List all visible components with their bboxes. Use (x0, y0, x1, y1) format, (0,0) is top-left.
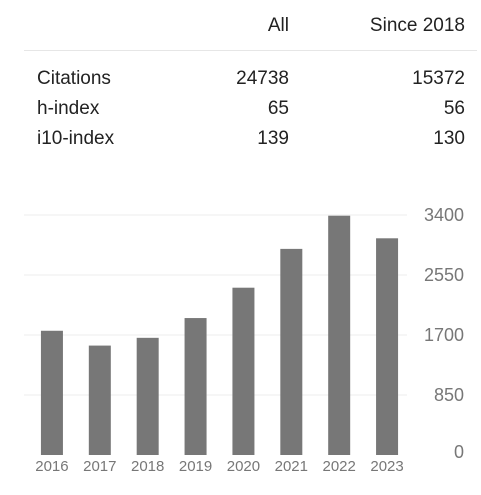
bar-2023[interactable] (376, 238, 399, 455)
y-tick-label: 2550 (424, 265, 464, 285)
x-tick-label: 2023 (370, 458, 403, 475)
bar-2021[interactable] (280, 248, 303, 455)
x-tick-label: 2017 (83, 458, 116, 475)
x-tick-label: 2019 (179, 458, 212, 475)
y-tick-label: 1700 (424, 325, 464, 345)
stat-since-i10-index: 130 (433, 128, 465, 149)
stat-all-i10-index: 139 (257, 128, 289, 149)
stat-label-h-index[interactable]: h-index (37, 98, 100, 119)
citations-per-year-chart: 2016 2017 2018 2019 2020 2021 2022 2023 3400 255… (0, 190, 481, 495)
stat-since-h-index: 56 (443, 98, 465, 119)
x-tick-label: 2018 (131, 458, 164, 475)
chart-x-labels: 2016 2017 2018 2019 2020 2021 2022 2023 (35, 458, 404, 475)
x-tick-label: 2022 (323, 458, 356, 475)
bar-2018[interactable] (136, 337, 159, 455)
stat-all-citations: 24738 (236, 68, 289, 89)
x-tick-label: 2020 (227, 458, 260, 475)
chart-bars (40, 215, 399, 455)
stat-all-h-index: 65 (267, 98, 289, 119)
bar-2020[interactable] (232, 287, 255, 455)
column-header-all: All (267, 15, 289, 36)
stat-label-citations[interactable]: Citations (37, 68, 111, 89)
stat-label-i10-index[interactable]: i10-index (37, 128, 115, 149)
stat-row-h-index: h-index 65 56 (24, 97, 477, 127)
bar-2017[interactable] (88, 345, 111, 455)
stats-header: All Since 2018 (24, 0, 477, 51)
y-tick-label: 850 (434, 385, 464, 405)
x-tick-label: 2021 (275, 458, 308, 475)
stat-since-citations: 15372 (412, 68, 465, 89)
chart-y-ticks: 3400 2550 1700 850 0 (424, 205, 464, 462)
citation-stats-table: All Since 2018 Citations 24738 15372 h-i… (24, 0, 477, 157)
y-tick-label: 0 (454, 442, 464, 462)
y-tick-label: 3400 (424, 205, 464, 225)
bar-2016[interactable] (40, 330, 63, 455)
stat-row-citations: Citations 24738 15372 (24, 67, 477, 97)
bar-2022[interactable] (328, 215, 351, 455)
column-header-since: Since 2018 (369, 15, 465, 36)
bar-2019[interactable] (184, 318, 207, 455)
citations-bar-chart-svg: 2016 2017 2018 2019 2020 2021 2022 2023 3400 255… (24, 205, 464, 475)
stat-row-i10-index: i10-index 139 130 (24, 127, 477, 157)
x-tick-label: 2016 (35, 458, 68, 475)
stats-body: Citations 24738 15372 h-index 65 56 i10-… (24, 51, 477, 157)
